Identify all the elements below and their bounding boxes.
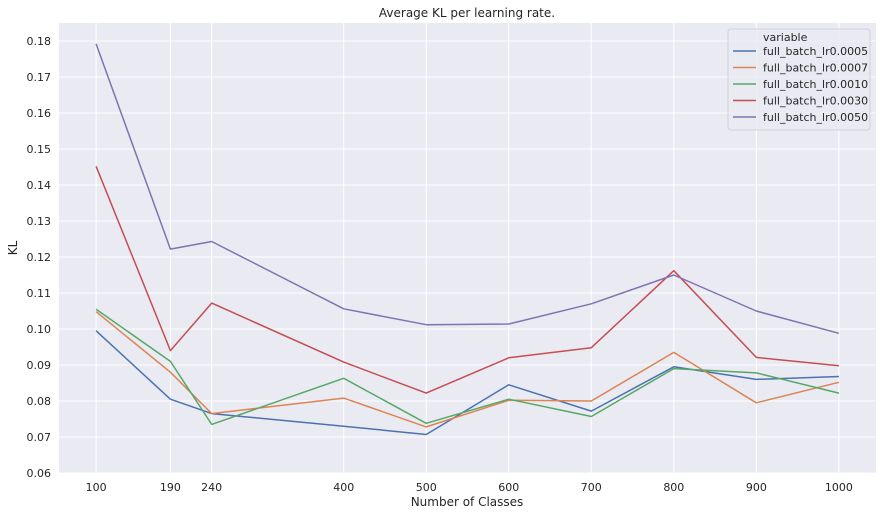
y-tick-label: 0.10 [27,323,52,336]
y-tick-label: 0.12 [27,251,52,264]
y-tick-label: 0.07 [27,431,52,444]
series-line-full_batch_lr0.0030 [95,166,839,394]
x-axis-title: Number of Classes [411,495,524,509]
x-tick-label: 600 [498,481,519,494]
legend-label: full_batch_lr0.0030 [763,95,868,108]
y-tick-label: 0.06 [27,467,52,480]
y-tick-label: 0.14 [27,179,52,192]
series-lines [95,43,840,436]
x-tick-label: 700 [581,481,602,494]
y-tick-label: 0.13 [27,215,52,228]
y-tick-label: 0.18 [27,35,52,48]
x-tick-label: 100 [86,481,107,494]
y-tick-label: 0.09 [27,359,52,372]
y-tick-label: 0.17 [27,71,52,84]
x-tick-label: 190 [160,481,181,494]
series-line-full_batch_lr0.0050 [95,43,840,335]
legend-items: full_batch_lr0.0005 full_batch_lr0.0007fu… [733,45,868,124]
y-tick-label: 0.08 [27,395,52,408]
chart-title: Average KL per learning rate. [379,6,555,20]
y-tick-label: 0.15 [27,143,52,156]
x-tick-labels: 100 190 240 400 500 600 700 800 900 1000 [86,481,853,494]
x-tick-label: 240 [201,481,222,494]
legend-box [727,28,871,131]
legend-title: variable [763,31,808,44]
y-tick-label: 0.16 [27,107,52,120]
x-tick-label: 1000 [825,481,853,494]
x-tick-label: 500 [416,481,437,494]
x-tick-label: 400 [333,481,354,494]
y-axis-title: KL [6,240,20,255]
legend-label: full_batch_lr0.0005 [763,45,868,58]
legend: variable full_batch_lr0.0005full_batch_l… [727,28,871,131]
legend-label: full_batch_lr0.0050 [763,111,868,124]
x-tick-label: 800 [663,481,684,494]
y-tick-label: 0.11 [27,287,52,300]
series-line-full_batch_lr0.0005 [95,330,839,436]
x-tick-label: 900 [746,481,767,494]
legend-label: full_batch_lr0.0010 [763,78,868,91]
y-tick-labels: 0.06 0.07 0.08 0.09 0.10 0.11 0.12 0.13 0.14 0.15… [27,35,52,480]
series-line-full_batch_lr0.0010 [95,308,840,426]
legend-label: full_batch_lr0.0007 [763,62,868,75]
